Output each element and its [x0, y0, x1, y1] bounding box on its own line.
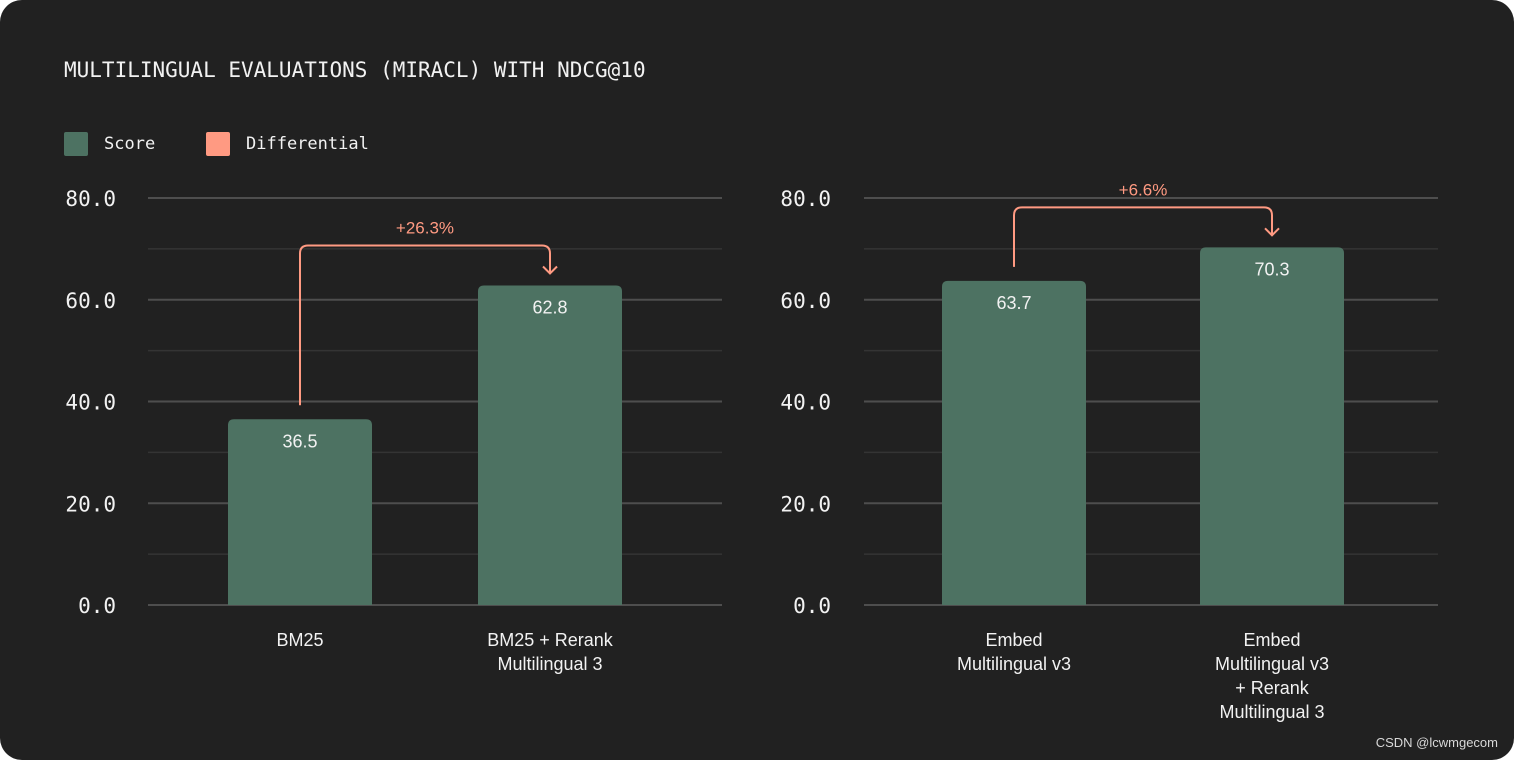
legend-item-differential: Differential: [206, 132, 369, 156]
bar-value-label: 63.7: [996, 293, 1031, 313]
differential-arrow: [299, 244, 551, 406]
y-tick-label: 20.0: [780, 492, 831, 516]
category-label: Embed: [1243, 630, 1300, 650]
y-tick-label: 80.0: [780, 187, 831, 211]
differential-label: +6.6%: [1119, 180, 1168, 199]
category-label: BM25: [276, 630, 323, 650]
bar-value-label: 70.3: [1254, 259, 1289, 279]
y-tick-label: 0.0: [793, 594, 831, 618]
bar-value-label: 36.5: [282, 431, 317, 451]
category-label: Multilingual 3: [497, 654, 602, 674]
differential-arrow: [1013, 206, 1273, 267]
legend-label-score: Score: [104, 134, 156, 154]
bar: [228, 419, 372, 605]
y-tick-label: 40.0: [780, 391, 831, 415]
category-label: Multilingual v3: [1215, 654, 1329, 674]
y-tick-label: 60.0: [65, 289, 116, 313]
watermark: CSDN @lcwmgecom: [1375, 735, 1498, 750]
bar-value-label: 62.8: [532, 298, 567, 318]
y-tick-label: 20.0: [65, 492, 116, 516]
legend-swatch-differential: [206, 132, 230, 156]
category-label: BM25 + Rerank: [487, 630, 614, 650]
category-label: Multilingual 3: [1219, 702, 1324, 722]
y-tick-label: 60.0: [780, 289, 831, 313]
differential-arrowhead: [542, 265, 558, 275]
category-label: Embed: [985, 630, 1042, 650]
legend-swatch-score: [64, 132, 88, 156]
legend-item-score: Score: [64, 132, 155, 156]
category-label: + Rerank: [1235, 678, 1310, 698]
y-tick-label: 0.0: [78, 594, 116, 618]
chart-title: MULTILINGUAL EVALUATIONS (MIRACL) WITH N…: [64, 58, 646, 82]
differential-label: +26.3%: [396, 219, 454, 238]
differential-arrowhead: [1264, 227, 1280, 237]
category-label: Multilingual v3: [957, 654, 1071, 674]
bar: [478, 285, 622, 605]
bar: [942, 280, 1086, 605]
bar: [1200, 247, 1344, 605]
legend-label-differential: Differential: [246, 134, 369, 154]
y-tick-label: 80.0: [65, 187, 116, 211]
y-tick-label: 40.0: [65, 391, 116, 415]
